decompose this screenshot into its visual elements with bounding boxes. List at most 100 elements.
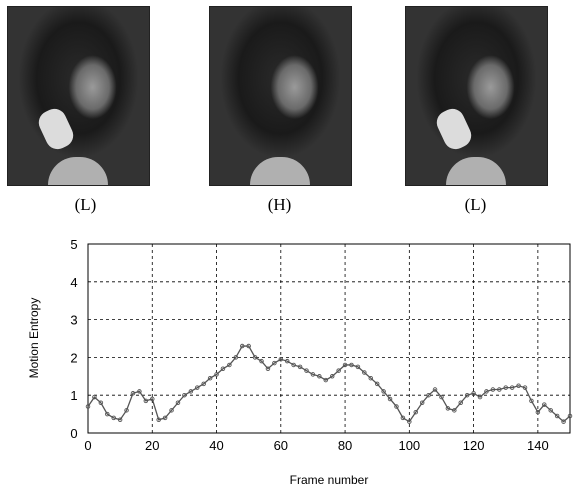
data-point [169, 408, 174, 413]
data-point [214, 372, 219, 377]
data-point [310, 372, 316, 377]
motion-entropy-chart: 0 20 40 60 80 100 120 140 0 1 2 3 4 5 Frame number Mo… [27, 237, 573, 487]
data-point [426, 392, 431, 398]
data-point [503, 385, 508, 390]
data-point [342, 362, 348, 368]
data-point [554, 413, 560, 419]
x-tick-label: 60 [274, 438, 288, 453]
data-point [509, 385, 515, 390]
data-point [156, 417, 161, 423]
data-point [516, 383, 521, 388]
data-point [567, 413, 573, 419]
data-point [387, 396, 393, 402]
data-point [561, 419, 566, 424]
data-point [471, 391, 476, 396]
shoulder-shape [250, 157, 310, 185]
x-tick-label: 80 [338, 438, 352, 453]
data-point [432, 387, 438, 392]
video-frame-2 [209, 6, 352, 186]
data-point [278, 357, 284, 362]
data-point [381, 389, 386, 394]
y-axis-label: Motion Entropy [27, 298, 41, 379]
data-point [458, 400, 463, 406]
data-point [259, 358, 264, 364]
data-point [291, 362, 296, 368]
x-tick-label: 100 [398, 438, 420, 453]
data-point [394, 404, 399, 409]
data-point [477, 394, 483, 400]
data-point [220, 366, 226, 371]
video-frame-3 [405, 6, 548, 186]
data-point [130, 391, 136, 396]
frame-caption-1: (L) [74, 195, 97, 214]
data-point [336, 368, 341, 373]
data-point [162, 415, 168, 421]
frame-caption-2: (H) [267, 195, 292, 214]
shoulder-shape [48, 157, 108, 185]
x-tick-label: 0 [84, 438, 91, 453]
data-point [252, 355, 258, 360]
phone-handset-icon [432, 104, 476, 154]
data-point [368, 375, 374, 381]
data-point [329, 374, 335, 379]
y-tick-label: 5 [70, 237, 77, 252]
data-point [105, 411, 110, 417]
data-point [227, 362, 232, 368]
axis-ticks: 0 20 40 60 80 100 120 140 0 1 2 3 4 5 [70, 237, 548, 453]
data-point [284, 358, 290, 364]
x-tick-label: 140 [527, 438, 549, 453]
data-point [407, 419, 412, 424]
data-point [175, 400, 181, 406]
x-tick-label: 40 [209, 438, 223, 453]
data-point [85, 404, 91, 409]
grid-lines [88, 244, 570, 433]
data-point [272, 360, 277, 366]
plot-area-border [87, 243, 571, 434]
data-point [542, 402, 547, 407]
data-point [195, 385, 200, 390]
data-point [297, 364, 303, 370]
data-point [355, 364, 361, 370]
data-point [445, 406, 451, 411]
data-point [529, 398, 534, 404]
data-point [535, 409, 541, 415]
data-point [124, 408, 129, 413]
x-axis-label: Frame number [290, 473, 369, 487]
data-point [413, 409, 419, 415]
video-frame-1 [7, 6, 150, 186]
data-point [484, 389, 489, 394]
data-point [374, 381, 380, 387]
data-point [137, 389, 142, 394]
data-point [98, 400, 104, 406]
data-point [111, 415, 116, 421]
series-line [87, 345, 571, 423]
data-point [143, 398, 149, 404]
data-point [439, 394, 444, 400]
x-tick-label: 120 [463, 438, 485, 453]
data-point [522, 385, 528, 390]
shoulder-shape [446, 157, 506, 185]
data-point [188, 389, 194, 394]
data-point [452, 408, 457, 413]
data-point [246, 343, 251, 349]
series-group [85, 343, 573, 424]
data-point [150, 396, 155, 402]
phone-handset-icon [34, 104, 78, 154]
y-tick-label: 2 [70, 350, 77, 365]
data-point [419, 400, 425, 406]
frame-caption-3: (L) [464, 195, 487, 214]
data-point [400, 415, 406, 421]
y-tick-label: 3 [70, 313, 77, 328]
data-point [92, 394, 97, 400]
data-point [182, 392, 187, 398]
y-tick-label: 4 [70, 275, 77, 290]
data-point [548, 408, 553, 413]
data-point [265, 366, 271, 371]
data-point [201, 381, 206, 387]
x-tick-label: 20 [145, 438, 159, 453]
data-point [233, 355, 239, 360]
data-point [304, 368, 309, 373]
y-tick-label: 1 [70, 388, 77, 403]
data-point [117, 417, 123, 423]
y-tick-label: 0 [70, 426, 77, 441]
